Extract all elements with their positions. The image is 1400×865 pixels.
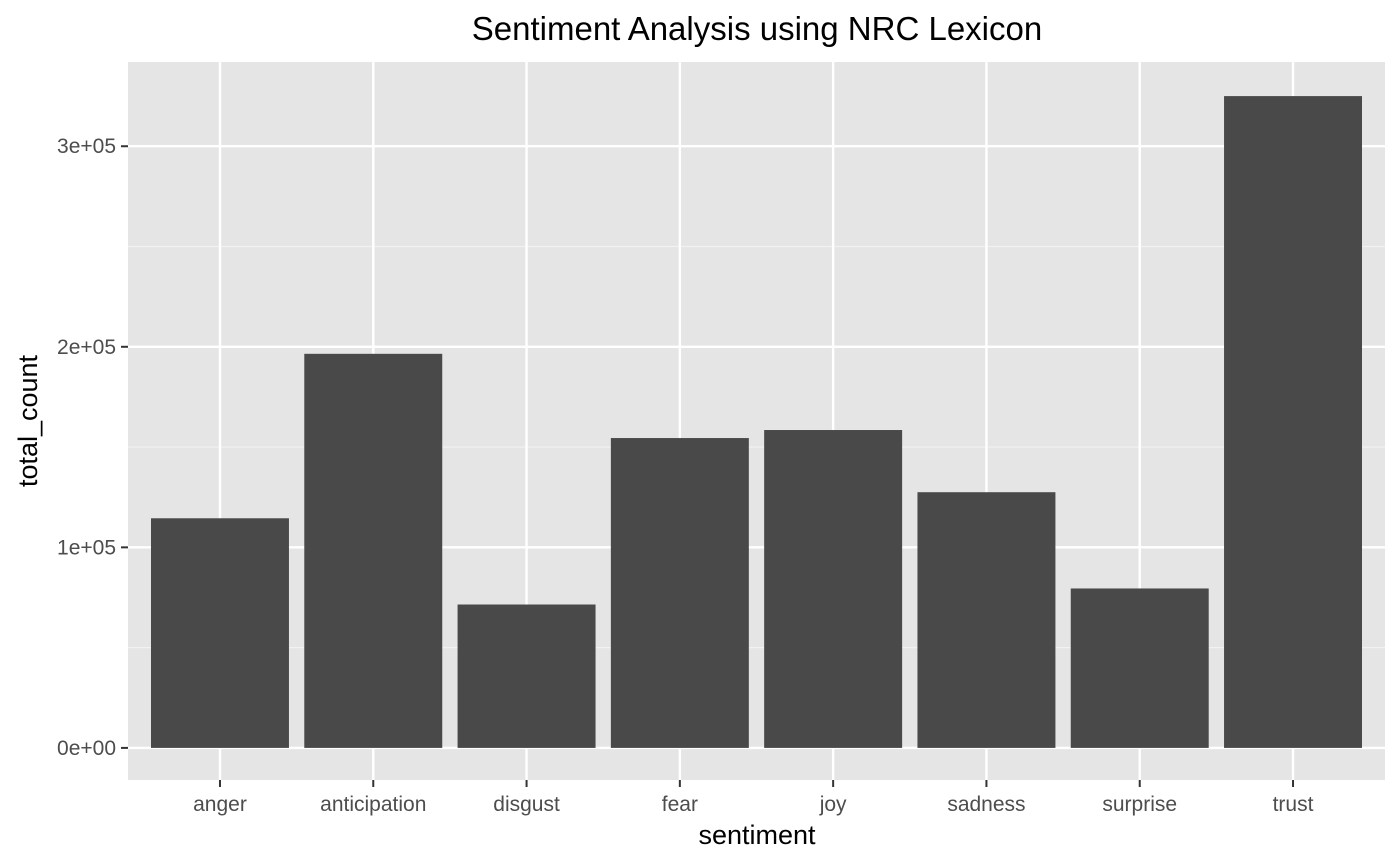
y-tick-label-2: 2e+05 — [57, 336, 116, 359]
x-tick-label-joy: joy — [819, 793, 847, 816]
x-tick-label-fear: fear — [662, 793, 698, 816]
x-tick-label-anticipation: anticipation — [320, 793, 426, 816]
bar-joy — [764, 430, 903, 748]
bar-fear — [610, 438, 749, 748]
bars — [150, 96, 1363, 748]
chart-title: Sentiment Analysis using NRC Lexicon — [472, 10, 1042, 47]
x-tick-label-anger: anger — [193, 793, 247, 816]
bar-disgust — [457, 604, 596, 748]
x-tick-label-trust: trust — [1273, 793, 1314, 816]
bar-sadness — [917, 492, 1056, 748]
bar-surprise — [1070, 588, 1209, 748]
x-tick-label-surprise: surprise — [1102, 793, 1177, 816]
bar-anticipation — [304, 353, 443, 748]
y-tick-label-3: 3e+05 — [57, 135, 116, 158]
x-tick-label-disgust: disgust — [493, 793, 560, 816]
y-axis: 0e+00 1e+05 2e+05 3e+05 — [57, 135, 128, 760]
y-axis-title: total_count — [13, 354, 43, 487]
x-axis: anger anticipation disgust fear joy sadness su… — [193, 780, 1314, 816]
y-tick-label-0: 0e+00 — [57, 737, 116, 760]
x-axis-title: sentiment — [698, 820, 816, 850]
x-tick-label-sadness: sadness — [947, 793, 1025, 816]
bar-trust — [1224, 96, 1363, 748]
bar-anger — [150, 518, 289, 748]
y-tick-label-1: 1e+05 — [57, 536, 116, 559]
